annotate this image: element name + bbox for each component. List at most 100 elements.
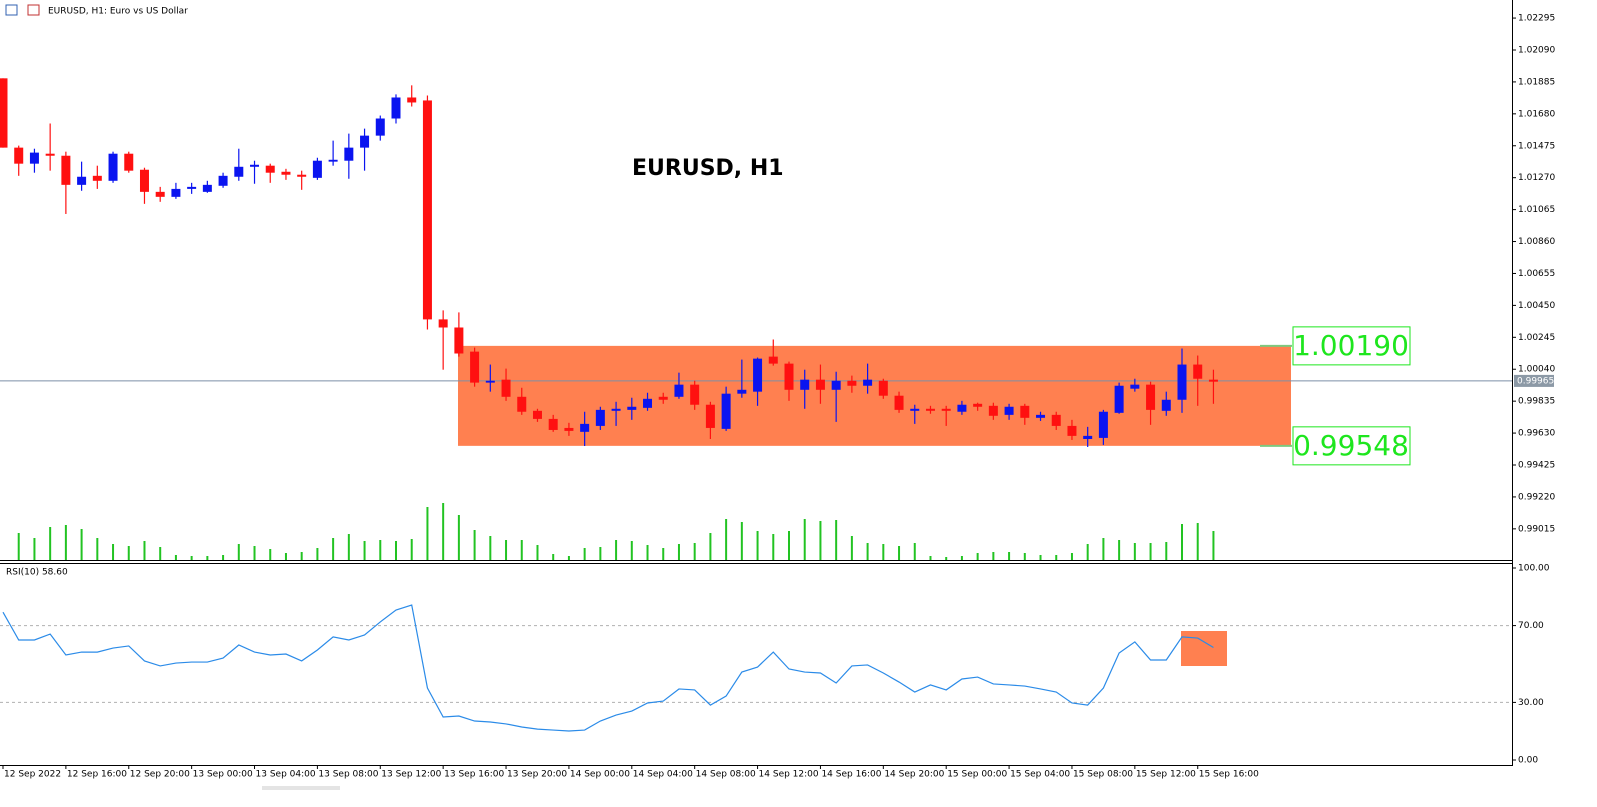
current-price-label: 0.99965	[1517, 376, 1554, 386]
x-tick-label: 15 Sep 00:00	[947, 770, 1007, 780]
candle-body	[878, 380, 888, 396]
candle-body	[0, 78, 8, 148]
volume-bar	[159, 547, 162, 560]
candle-body	[391, 97, 401, 119]
volume-bar	[913, 543, 916, 560]
volume-bar	[253, 546, 256, 560]
volume-bar	[740, 522, 743, 560]
y-tick-label: 1.00860	[1518, 237, 1555, 247]
candle-body	[45, 153, 55, 156]
y-tick-label: 1.01680	[1518, 109, 1555, 119]
volume-bar	[17, 533, 20, 560]
candle-body	[674, 384, 684, 397]
volume-bar	[756, 531, 759, 560]
volume-bar	[300, 552, 303, 560]
y-tick-label: 70.00	[1518, 621, 1544, 631]
volume-bar	[49, 527, 52, 560]
volume-bar	[1181, 524, 1183, 560]
candle-body	[925, 408, 935, 411]
candle-body	[532, 410, 542, 419]
volume-bar	[583, 548, 586, 560]
candle-body	[470, 351, 480, 383]
volume-bar	[395, 541, 397, 560]
candle-body	[611, 408, 621, 411]
x-tick-label: 13 Sep 08:00	[318, 770, 378, 780]
candle-body	[407, 97, 417, 103]
y-tick-label: 1.01475	[1518, 141, 1555, 151]
volume-bar	[96, 538, 99, 560]
volume-bar	[143, 541, 146, 560]
volume-bar	[1070, 553, 1073, 560]
volume-bar	[819, 521, 822, 560]
volume-bar	[898, 546, 901, 560]
candle-body	[485, 380, 495, 383]
candle-body	[643, 398, 653, 408]
volume-bar	[489, 536, 492, 560]
y-tick-label: 1.01270	[1518, 173, 1555, 183]
x-tick-label: 12 Sep 16:00	[67, 770, 127, 780]
volume-bar	[80, 529, 83, 560]
volume-bar	[174, 555, 177, 560]
volume-bar	[552, 554, 555, 560]
candle-body	[627, 406, 637, 410]
volume-bar	[473, 530, 476, 560]
volume-bar	[850, 536, 853, 560]
candle-body	[218, 175, 228, 186]
volume-bar	[457, 515, 460, 560]
volume-bar	[1055, 555, 1058, 560]
candle-body	[438, 319, 448, 328]
candle-body	[580, 423, 590, 432]
y-tick-label: 1.00655	[1518, 269, 1555, 279]
volume-bar	[332, 538, 335, 560]
x-tick-label: 15 Sep 12:00	[1136, 770, 1196, 780]
x-tick-label: 13 Sep 16:00	[444, 770, 504, 780]
candle-body	[1177, 364, 1187, 400]
candle-body	[312, 160, 322, 178]
volume-bar	[347, 534, 350, 560]
y-tick-label: 1.01885	[1518, 77, 1555, 87]
candle-body	[187, 186, 197, 189]
candle-body	[595, 409, 605, 426]
rsi-title: RSI(10) 58.60	[6, 568, 68, 578]
volume-bar	[945, 557, 948, 560]
volume-bar	[1133, 543, 1136, 560]
candle-body	[155, 191, 165, 197]
x-tick-label: 14 Sep 00:00	[570, 770, 630, 780]
volume-bar	[410, 539, 413, 560]
window-icon	[27, 4, 40, 16]
volume-bar	[237, 544, 240, 560]
volume-bar	[363, 541, 366, 560]
volume-bar	[505, 540, 508, 560]
candle-body	[297, 174, 307, 177]
x-tick-label: 15 Sep 08:00	[1073, 770, 1133, 780]
candle-body	[831, 380, 841, 390]
y-tick-label: 0.99220	[1518, 492, 1555, 502]
volume-bar	[1008, 552, 1011, 560]
x-tick-label: 14 Sep 16:00	[821, 770, 881, 780]
y-tick-label: 1.02090	[1518, 45, 1555, 55]
range-label-box	[1292, 426, 1411, 466]
x-tick-label: 14 Sep 08:00	[696, 770, 756, 780]
rsi-line	[2, 604, 1214, 732]
chart-title: EURUSD, H1	[632, 156, 784, 181]
volume-bar	[567, 556, 570, 560]
y-tick-label: 0.99015	[1518, 524, 1555, 534]
x-tick-label: 13 Sep 04:00	[256, 770, 316, 780]
volume-bar	[1165, 542, 1168, 560]
candle-body	[92, 175, 102, 181]
candle-body	[973, 403, 983, 407]
volume-bar	[1102, 538, 1105, 560]
x-tick-label: 13 Sep 20:00	[507, 770, 567, 780]
y-tick-label: 1.00040	[1518, 365, 1555, 375]
candle-body	[250, 164, 260, 167]
volume-bar	[693, 543, 696, 560]
volume-bar	[269, 549, 272, 560]
candle-body	[564, 427, 574, 431]
volume-bar	[64, 525, 67, 560]
volume-bar	[426, 507, 429, 560]
volume-bar	[960, 556, 963, 560]
candle-body	[815, 379, 825, 390]
x-tick-label: 15 Sep 04:00	[1010, 770, 1070, 780]
